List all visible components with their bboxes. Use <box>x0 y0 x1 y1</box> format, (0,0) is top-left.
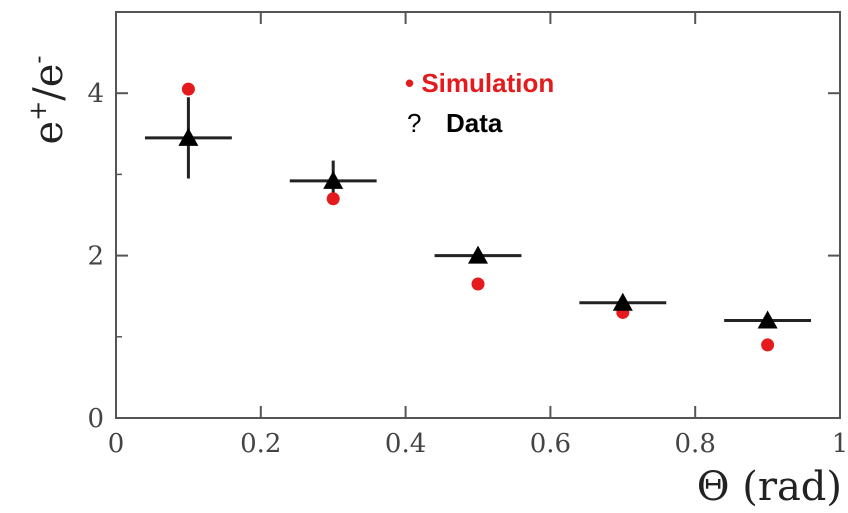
x-tick-label: 0.2 <box>240 429 281 459</box>
plot-frame <box>115 11 841 419</box>
simulation-point <box>471 277 485 291</box>
simulation-point <box>326 192 340 206</box>
data-point <box>323 170 344 189</box>
simulation-point <box>761 338 775 352</box>
legend-data-marker: ? <box>407 108 421 138</box>
data-point <box>468 245 488 264</box>
data-point <box>178 127 199 146</box>
plot-axes <box>115 11 841 419</box>
x-axis-title: Θ (rad) <box>697 464 842 510</box>
x-tick-label: 0.8 <box>675 429 716 459</box>
legend-simulation: • Simulation <box>405 68 554 98</box>
x-tick-label: 0 <box>108 429 125 459</box>
y-tick-label: 4 <box>87 79 104 109</box>
x-tick-label: 0.4 <box>385 429 426 459</box>
data-point <box>612 292 633 311</box>
y-tick-label: 2 <box>87 242 104 272</box>
y-tick-label: 0 <box>87 404 104 434</box>
data-point <box>757 310 778 329</box>
y-axis-title: e+/e- <box>24 55 72 144</box>
data-marks <box>144 82 812 352</box>
tick-labels: 0 0.2 0.4 0.6 0.8 1 0 2 4 <box>87 79 848 459</box>
legend-data: Data <box>446 108 503 138</box>
x-tick-label: 1 <box>832 429 848 459</box>
simulation-point <box>181 82 195 96</box>
legend: • Simulation ? Data <box>405 68 554 138</box>
x-tick-label: 0.6 <box>530 429 571 459</box>
